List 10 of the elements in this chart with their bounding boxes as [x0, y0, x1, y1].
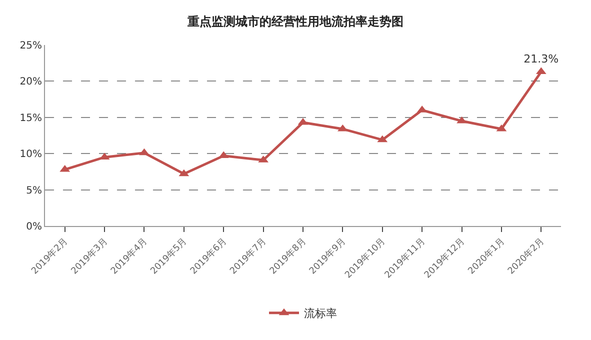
- chart-title: 重点监测城市的经营性用地流拍率走势图: [186, 14, 404, 28]
- y-tick-label: 0%: [26, 222, 42, 232]
- data-label: 21.3%: [524, 52, 559, 66]
- legend-label: 流标率: [304, 307, 337, 320]
- y-tick-label: 20%: [20, 76, 42, 88]
- y-tick-label: 25%: [20, 40, 42, 52]
- point: [139, 148, 150, 156]
- y-tick-label: 5%: [26, 185, 42, 196]
- y-tick-label: 10%: [20, 149, 42, 160]
- y-tick-label: 15%: [20, 112, 42, 124]
